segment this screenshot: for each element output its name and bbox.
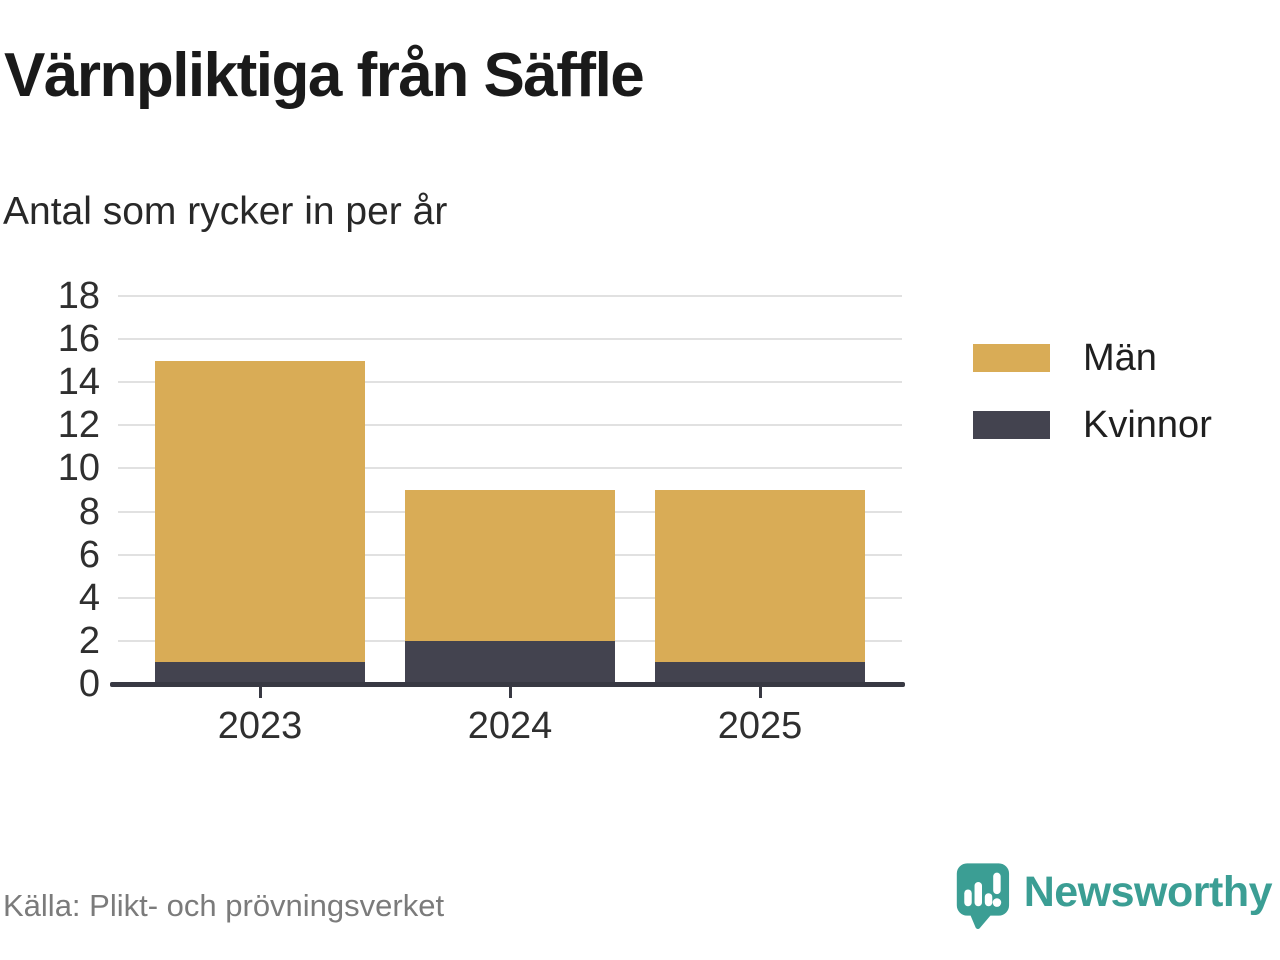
legend-swatch-män xyxy=(973,344,1050,372)
y-axis-label-6: 6 xyxy=(78,533,100,576)
x-tick-2023 xyxy=(258,687,262,698)
x-tick-2025 xyxy=(758,687,762,698)
gridline-12 xyxy=(118,424,902,427)
newsworthy-icon xyxy=(956,863,1009,930)
y-axis-label-14: 14 xyxy=(57,361,100,404)
gridline-16 xyxy=(118,338,902,341)
x-axis-label-2023: 2023 xyxy=(217,705,303,747)
bar-segment-2024-kvinnor xyxy=(405,640,615,684)
y-axis-label-8: 8 xyxy=(78,490,100,533)
y-axis-label-18: 18 xyxy=(57,275,100,317)
legend: Män Kvinnor xyxy=(973,339,1212,473)
chart-title: Värnpliktiga från Säffle xyxy=(4,41,645,110)
gridline-10 xyxy=(118,467,902,470)
bar-segment-2023-kvinnor xyxy=(155,662,365,684)
bar-segment-2025-kvinnor xyxy=(655,662,865,684)
gridline-18 xyxy=(118,295,902,297)
x-axis-label-2024: 2024 xyxy=(467,705,553,747)
brand-logo: Newsworthy xyxy=(954,860,1273,930)
gridline-14 xyxy=(118,381,902,384)
y-axis-label-10: 10 xyxy=(57,447,100,490)
x-axis-label-2025: 2025 xyxy=(717,705,803,747)
bar-segment-2025-män xyxy=(655,490,865,663)
y-axis-label-0: 0 xyxy=(78,663,100,705)
y-axis-label-4: 4 xyxy=(78,576,100,619)
legend-label: Män xyxy=(1083,337,1157,379)
legend-item-män: Män xyxy=(973,339,1212,377)
bar-segment-2023-män xyxy=(155,360,365,663)
brand-name: Newsworthy xyxy=(1023,868,1273,916)
y-axis-label-16: 16 xyxy=(57,318,100,361)
legend-item-kvinnor: Kvinnor xyxy=(973,406,1212,444)
chart-subtitle: Antal som rycker in per år xyxy=(3,190,448,233)
legend-label: Kvinnor xyxy=(1083,404,1212,446)
bar-segment-2024-män xyxy=(405,490,615,641)
legend-swatch-kvinnor xyxy=(973,411,1050,439)
x-axis-line xyxy=(110,682,905,687)
y-axis-label-2: 2 xyxy=(78,619,100,662)
y-axis-label-12: 12 xyxy=(57,404,100,447)
x-tick-2024 xyxy=(508,687,512,698)
source-note: Källa: Plikt- och prövningsverket xyxy=(3,888,445,923)
